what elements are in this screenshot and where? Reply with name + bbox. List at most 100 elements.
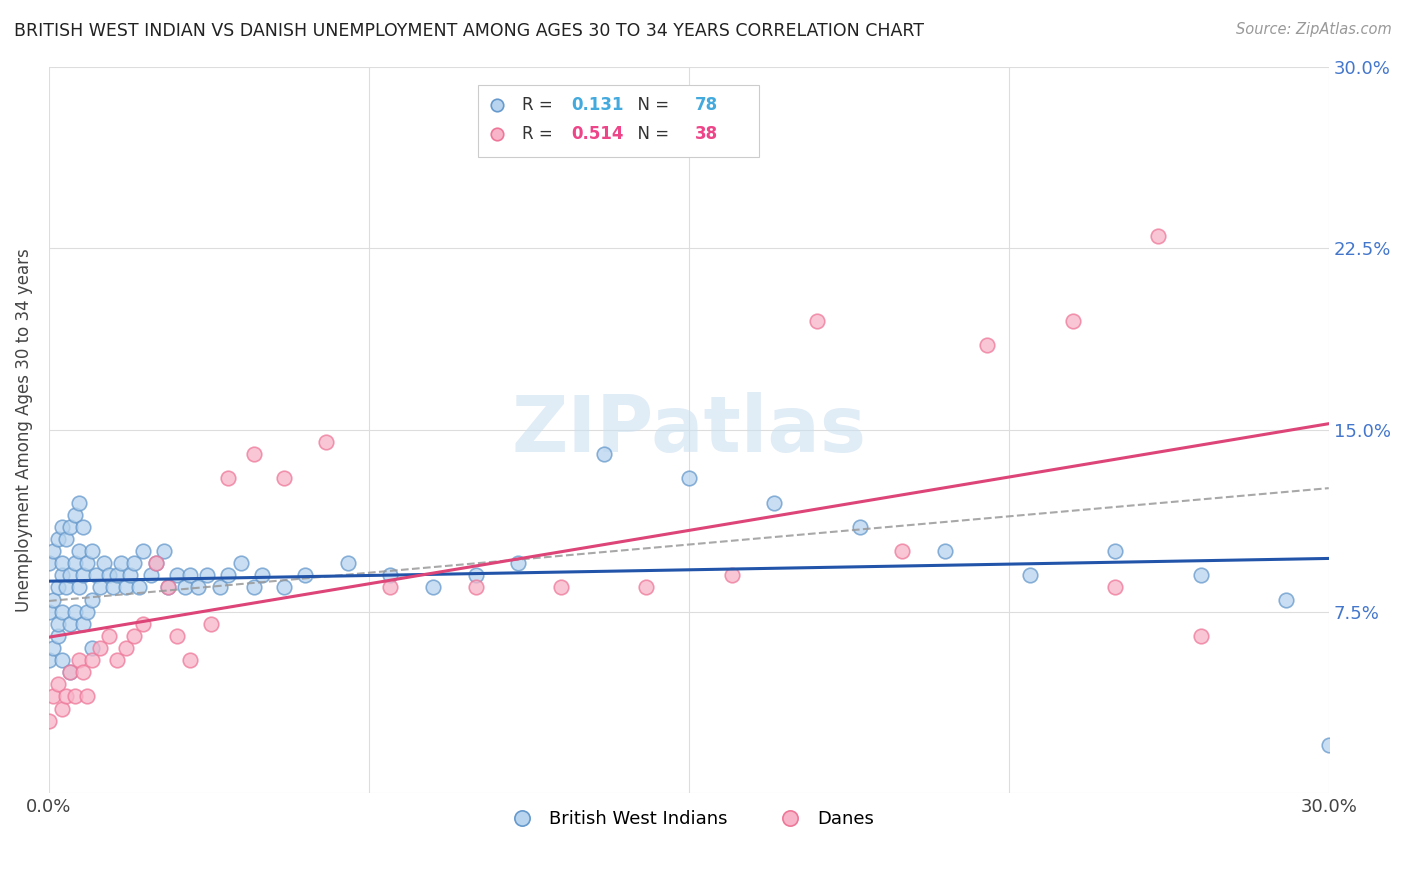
Point xyxy=(294,568,316,582)
Point xyxy=(145,556,167,570)
Point xyxy=(76,556,98,570)
Point xyxy=(46,616,69,631)
Point xyxy=(592,447,614,461)
Point xyxy=(464,568,486,582)
Point xyxy=(51,520,73,534)
Point xyxy=(89,640,111,655)
FancyBboxPatch shape xyxy=(478,85,759,158)
Text: N =: N = xyxy=(627,96,675,114)
Point xyxy=(200,616,222,631)
Point xyxy=(217,471,239,485)
Point xyxy=(38,714,60,728)
Point xyxy=(38,605,60,619)
Text: BRITISH WEST INDIAN VS DANISH UNEMPLOYMENT AMONG AGES 30 TO 34 YEARS CORRELATION: BRITISH WEST INDIAN VS DANISH UNEMPLOYME… xyxy=(14,22,924,40)
Point xyxy=(84,568,107,582)
Point xyxy=(110,556,132,570)
Point xyxy=(46,532,69,546)
Point xyxy=(242,447,264,461)
Point xyxy=(132,616,155,631)
Point xyxy=(1019,568,1042,582)
Point xyxy=(174,581,197,595)
Point xyxy=(124,556,146,570)
Point xyxy=(51,556,73,570)
Y-axis label: Unemployment Among Ages 30 to 34 years: Unemployment Among Ages 30 to 34 years xyxy=(15,248,32,612)
Point xyxy=(97,568,120,582)
Point xyxy=(208,581,231,595)
Point xyxy=(128,581,150,595)
Point xyxy=(67,544,90,558)
Point xyxy=(166,629,188,643)
Text: R =: R = xyxy=(523,125,558,144)
Point xyxy=(72,520,94,534)
Point xyxy=(42,640,65,655)
Point xyxy=(242,581,264,595)
Point xyxy=(891,544,914,558)
Text: 0.514: 0.514 xyxy=(571,125,624,144)
Point xyxy=(464,581,486,595)
Point xyxy=(1062,314,1084,328)
Point xyxy=(157,581,180,595)
Point xyxy=(59,520,82,534)
Point xyxy=(63,605,86,619)
Point xyxy=(157,581,180,595)
Point xyxy=(38,653,60,667)
Point xyxy=(336,556,359,570)
Point xyxy=(93,556,115,570)
Point xyxy=(51,653,73,667)
Point xyxy=(55,690,77,704)
Point xyxy=(67,653,90,667)
Point xyxy=(550,581,572,595)
Point xyxy=(80,640,103,655)
Point xyxy=(179,568,201,582)
Point xyxy=(72,568,94,582)
Point xyxy=(380,568,402,582)
Point xyxy=(89,581,111,595)
Point xyxy=(51,701,73,715)
Text: 0.131: 0.131 xyxy=(571,96,624,114)
Point xyxy=(59,568,82,582)
Point xyxy=(59,665,82,680)
Point xyxy=(105,568,128,582)
Point xyxy=(42,690,65,704)
Point xyxy=(678,471,700,485)
Text: ZIPatlas: ZIPatlas xyxy=(512,392,866,468)
Point xyxy=(105,653,128,667)
Point xyxy=(1317,738,1340,752)
Point xyxy=(508,556,530,570)
Text: 38: 38 xyxy=(696,125,718,144)
Point xyxy=(141,568,163,582)
Point xyxy=(252,568,274,582)
Point xyxy=(153,544,176,558)
Point xyxy=(114,581,136,595)
Point xyxy=(273,581,295,595)
Point xyxy=(97,629,120,643)
Point xyxy=(636,581,658,595)
Point xyxy=(1189,568,1212,582)
Point xyxy=(101,581,124,595)
Point xyxy=(51,605,73,619)
Point xyxy=(380,581,402,595)
Point xyxy=(42,592,65,607)
Text: N =: N = xyxy=(627,125,675,144)
Point xyxy=(1275,592,1298,607)
Point xyxy=(179,653,201,667)
Point xyxy=(273,471,295,485)
Point xyxy=(1104,544,1126,558)
Point xyxy=(67,496,90,510)
Point xyxy=(1189,629,1212,643)
Point xyxy=(848,520,870,534)
Point xyxy=(76,690,98,704)
Point xyxy=(46,581,69,595)
Point xyxy=(217,568,239,582)
Point xyxy=(46,677,69,691)
Point xyxy=(63,690,86,704)
Point xyxy=(1104,581,1126,595)
Text: 78: 78 xyxy=(696,96,718,114)
Point xyxy=(422,581,444,595)
Point xyxy=(72,665,94,680)
Legend: British West Indians, Danes: British West Indians, Danes xyxy=(496,803,882,835)
Text: R =: R = xyxy=(523,96,558,114)
Point xyxy=(114,640,136,655)
Point xyxy=(187,581,209,595)
Point xyxy=(59,665,82,680)
